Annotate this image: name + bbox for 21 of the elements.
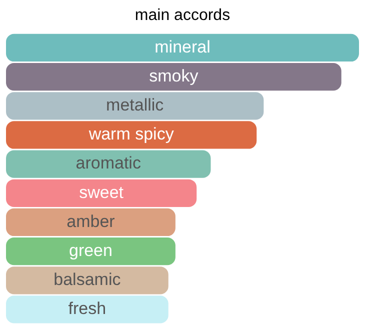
y-tick-label: metallic (106, 96, 164, 115)
y-tick-label: smoky (149, 66, 199, 86)
y-tick-label: fresh (68, 299, 106, 318)
y-tick-label: aromatic (76, 154, 142, 173)
bar (6, 296, 168, 324)
bar (6, 121, 257, 149)
bar (6, 237, 176, 266)
bar (6, 179, 197, 207)
bar (6, 208, 176, 236)
bar (6, 34, 359, 62)
bar (6, 63, 342, 91)
y-tick-label: amber (66, 212, 116, 231)
bar (6, 150, 211, 178)
y-tick-label: warm spicy (88, 124, 174, 144)
bar (6, 266, 168, 294)
y-tick-label: green (68, 240, 112, 260)
y-tick-label: sweet (79, 182, 124, 202)
y-tick-label: balsamic (54, 270, 122, 290)
y-tick-label: mineral (154, 37, 210, 56)
bar (6, 92, 264, 120)
chart-title: main accords (134, 7, 230, 24)
